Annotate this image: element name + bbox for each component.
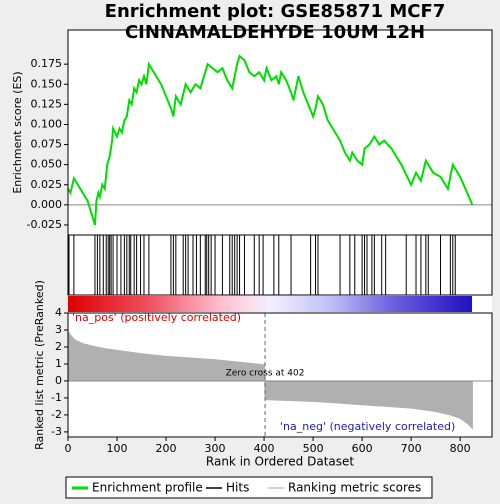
y-tick-label: 3 (55, 323, 62, 336)
y-tick-label: 0.150 (31, 77, 63, 90)
legend-label: Ranking metric scores (288, 481, 421, 495)
rank-band (68, 296, 472, 312)
y-tick-label: 0.000 (31, 198, 63, 211)
y-tick-label: 0.175 (31, 57, 63, 70)
x-tick-label: 500 (303, 442, 324, 455)
x-tick-label: 700 (401, 442, 422, 455)
x-tick-label: 600 (352, 442, 373, 455)
x-tick-label: 200 (156, 442, 177, 455)
y-axis-label: Enrichment score (ES) (11, 71, 24, 193)
y-tick-label: 0.125 (31, 97, 63, 110)
y-tick-label: 0.025 (31, 178, 63, 191)
title-line: Enrichment plot: GSE85871 MCF7 (105, 1, 446, 22)
y-tick-label: 4 (55, 306, 62, 319)
x-tick-label: 400 (254, 442, 275, 455)
panel-frame (67, 234, 493, 296)
y-tick-label: 0 (55, 374, 62, 387)
y-tick-label: 0.075 (31, 138, 63, 151)
legend-box (65, 476, 433, 499)
y-axis-label: Ranked list metric (PreRanked) (33, 280, 46, 450)
panel-frame (67, 312, 493, 438)
y-tick-label: -1 (51, 391, 62, 404)
enrichment-line (67, 54, 474, 226)
x-tick-label: 100 (107, 442, 128, 455)
x-tick-label: 300 (205, 442, 226, 455)
pos-label: 'na_pos' (positively correlated) (72, 311, 241, 324)
x-tick-label: 0 (65, 442, 72, 455)
legend-label: Enrichment profile (92, 481, 203, 495)
x-axis-label: Rank in Ordered Dataset (206, 455, 354, 469)
y-tick-label: 2 (55, 340, 62, 353)
y-tick-label: 1 (55, 357, 62, 370)
y-tick-label: 0.050 (31, 158, 63, 171)
y-tick-label: -0.025 (27, 218, 62, 231)
x-tick-label: 800 (450, 442, 471, 455)
y-tick-label: -2 (51, 408, 62, 421)
legend (65, 476, 433, 499)
neg-label: 'na_neg' (negatively correlated) (280, 420, 455, 433)
title-line: CINNAMALDEHYDE 10UM 12H (125, 22, 425, 43)
y-tick-label: -3 (51, 425, 62, 438)
y-tick-label: 0.100 (31, 117, 63, 130)
legend-label: Hits (226, 481, 249, 495)
zero-cross-label: Zero cross at 402 (226, 368, 305, 378)
